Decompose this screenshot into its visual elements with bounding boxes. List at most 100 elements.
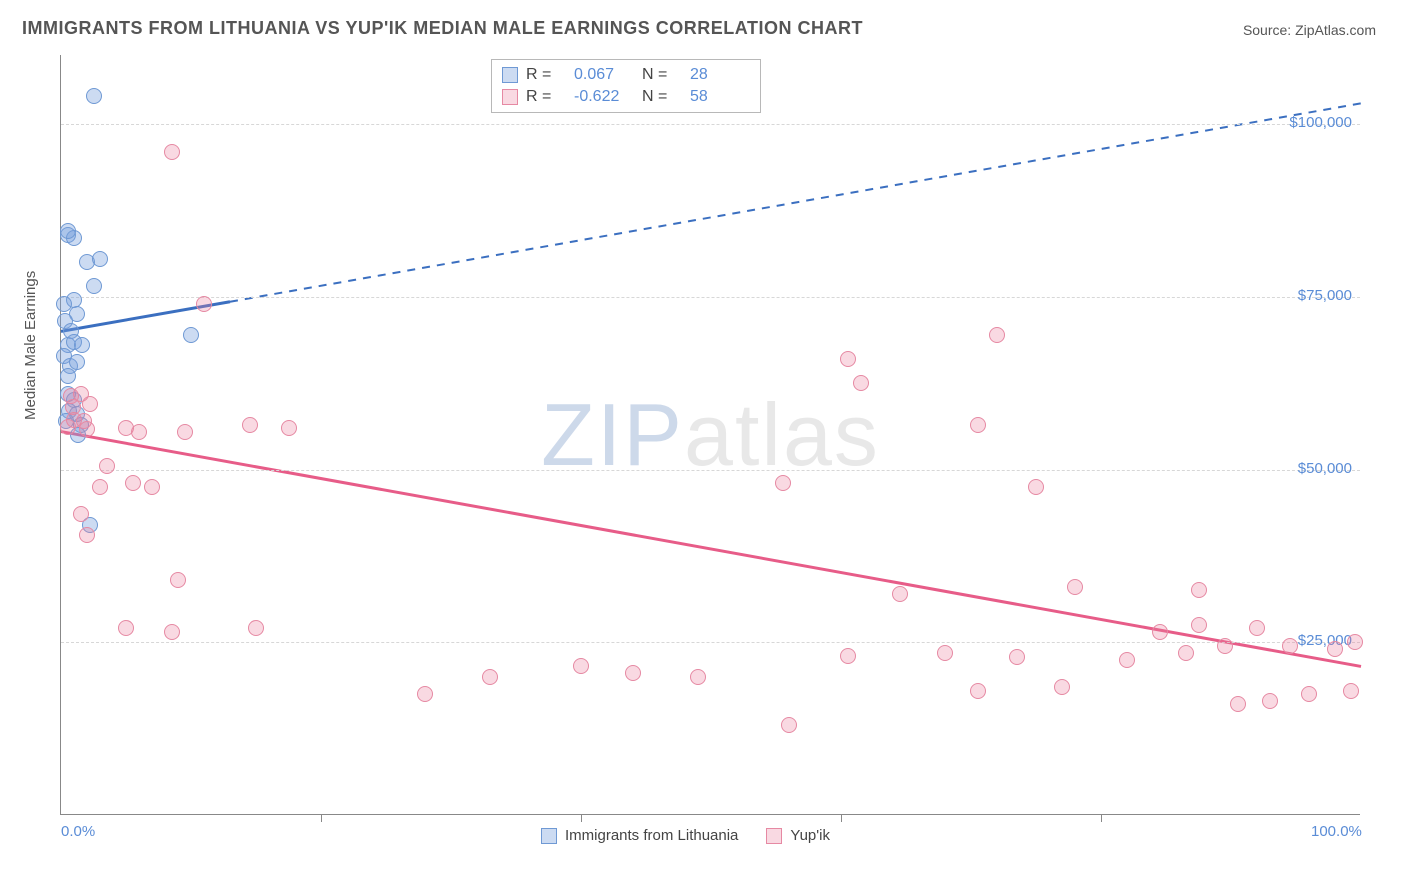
data-point-yupik bbox=[775, 475, 791, 491]
data-point-yupik bbox=[1230, 696, 1246, 712]
data-point-yupik bbox=[1327, 641, 1343, 657]
data-point-yupik bbox=[196, 296, 212, 312]
y-axis-label: Median Male Earnings bbox=[22, 271, 39, 420]
data-point-yupik bbox=[1152, 624, 1168, 640]
data-point-yupik bbox=[1282, 638, 1298, 654]
legend-swatch bbox=[766, 828, 782, 844]
data-point-lithuania bbox=[74, 337, 90, 353]
x-minor-tick bbox=[841, 814, 842, 822]
r-value: -0.622 bbox=[574, 88, 634, 106]
y-tick-label: $100,000 bbox=[1289, 114, 1352, 131]
data-point-yupik bbox=[690, 669, 706, 685]
data-point-yupik bbox=[781, 717, 797, 733]
data-point-yupik bbox=[1009, 649, 1025, 665]
data-point-yupik bbox=[417, 686, 433, 702]
series-name: Immigrants from Lithuania bbox=[565, 827, 738, 844]
n-label: N = bbox=[642, 66, 682, 84]
n-value: 58 bbox=[690, 88, 750, 106]
data-point-yupik bbox=[1067, 579, 1083, 595]
data-point-yupik bbox=[144, 479, 160, 495]
data-point-yupik bbox=[1054, 679, 1070, 695]
n-label: N = bbox=[642, 88, 682, 106]
data-point-yupik bbox=[970, 417, 986, 433]
data-point-yupik bbox=[1178, 645, 1194, 661]
data-point-lithuania bbox=[60, 223, 76, 239]
series-legend-item: Yup'ik bbox=[766, 827, 830, 844]
gridline bbox=[61, 642, 1360, 643]
legend-swatch bbox=[502, 89, 518, 105]
data-point-yupik bbox=[1301, 686, 1317, 702]
data-point-yupik bbox=[242, 417, 258, 433]
legend-stats-row: R = 0.067 N = 28 bbox=[502, 64, 750, 86]
data-point-yupik bbox=[970, 683, 986, 699]
data-point-yupik bbox=[573, 658, 589, 674]
data-point-yupik bbox=[1347, 634, 1363, 650]
data-point-yupik bbox=[1191, 582, 1207, 598]
data-point-yupik bbox=[248, 620, 264, 636]
data-point-yupik bbox=[60, 419, 76, 435]
data-point-yupik bbox=[482, 669, 498, 685]
x-tick-label: 100.0% bbox=[1311, 823, 1362, 840]
gridline bbox=[61, 297, 1360, 298]
source-name: ZipAtlas.com bbox=[1295, 22, 1376, 38]
legend-swatch bbox=[502, 67, 518, 83]
data-point-yupik bbox=[840, 351, 856, 367]
data-point-yupik bbox=[99, 458, 115, 474]
x-minor-tick bbox=[1101, 814, 1102, 822]
data-point-yupik bbox=[892, 586, 908, 602]
gridline bbox=[61, 124, 1360, 125]
series-name: Yup'ik bbox=[790, 827, 830, 844]
data-point-yupik bbox=[79, 421, 95, 437]
data-point-lithuania bbox=[69, 354, 85, 370]
gridline bbox=[61, 470, 1360, 471]
data-point-yupik bbox=[1343, 683, 1359, 699]
data-point-yupik bbox=[1119, 652, 1135, 668]
y-tick-label: $50,000 bbox=[1298, 460, 1352, 477]
y-tick-label: $75,000 bbox=[1298, 287, 1352, 304]
data-point-yupik bbox=[118, 620, 134, 636]
r-label: R = bbox=[526, 66, 566, 84]
data-point-yupik bbox=[1262, 693, 1278, 709]
data-point-yupik bbox=[840, 648, 856, 664]
y-tick-label: $25,000 bbox=[1298, 632, 1352, 649]
series-legend: Immigrants from Lithuania Yup'ik bbox=[541, 827, 830, 844]
source-prefix: Source: bbox=[1243, 22, 1295, 38]
x-tick-label: 0.0% bbox=[61, 823, 95, 840]
source-label: Source: ZipAtlas.com bbox=[1243, 22, 1376, 38]
data-point-yupik bbox=[989, 327, 1005, 343]
data-point-yupik bbox=[79, 527, 95, 543]
data-point-yupik bbox=[1249, 620, 1265, 636]
series-legend-item: Immigrants from Lithuania bbox=[541, 827, 738, 844]
data-point-yupik bbox=[177, 424, 193, 440]
legend-swatch bbox=[541, 828, 557, 844]
data-point-yupik bbox=[170, 572, 186, 588]
data-point-lithuania bbox=[60, 368, 76, 384]
chart-title: IMMIGRANTS FROM LITHUANIA VS YUP'IK MEDI… bbox=[22, 18, 863, 39]
data-point-yupik bbox=[937, 645, 953, 661]
data-point-lithuania bbox=[92, 251, 108, 267]
legend-stats-row: R = -0.622 N = 58 bbox=[502, 86, 750, 108]
data-point-lithuania bbox=[86, 278, 102, 294]
r-label: R = bbox=[526, 88, 566, 106]
data-point-yupik bbox=[1191, 617, 1207, 633]
plot-area: ZIPatlas R = 0.067N =28R =-0.622N =58 Im… bbox=[60, 55, 1360, 815]
data-point-lithuania bbox=[86, 88, 102, 104]
data-point-yupik bbox=[73, 506, 89, 522]
data-point-yupik bbox=[125, 475, 141, 491]
data-point-yupik bbox=[1217, 638, 1233, 654]
data-point-yupik bbox=[92, 479, 108, 495]
r-value: 0.067 bbox=[574, 66, 634, 84]
x-minor-tick bbox=[581, 814, 582, 822]
trend-lines bbox=[61, 55, 1360, 814]
data-point-yupik bbox=[853, 375, 869, 391]
n-value: 28 bbox=[690, 66, 750, 84]
data-point-yupik bbox=[164, 624, 180, 640]
data-point-yupik bbox=[164, 144, 180, 160]
chart-container: IMMIGRANTS FROM LITHUANIA VS YUP'IK MEDI… bbox=[0, 0, 1406, 892]
data-point-lithuania bbox=[183, 327, 199, 343]
data-point-yupik bbox=[281, 420, 297, 436]
data-point-yupik bbox=[82, 396, 98, 412]
legend-stats: R = 0.067 N = 28 R = -0.622 N = 58 bbox=[491, 59, 761, 113]
data-point-yupik bbox=[1028, 479, 1044, 495]
data-point-yupik bbox=[131, 424, 147, 440]
